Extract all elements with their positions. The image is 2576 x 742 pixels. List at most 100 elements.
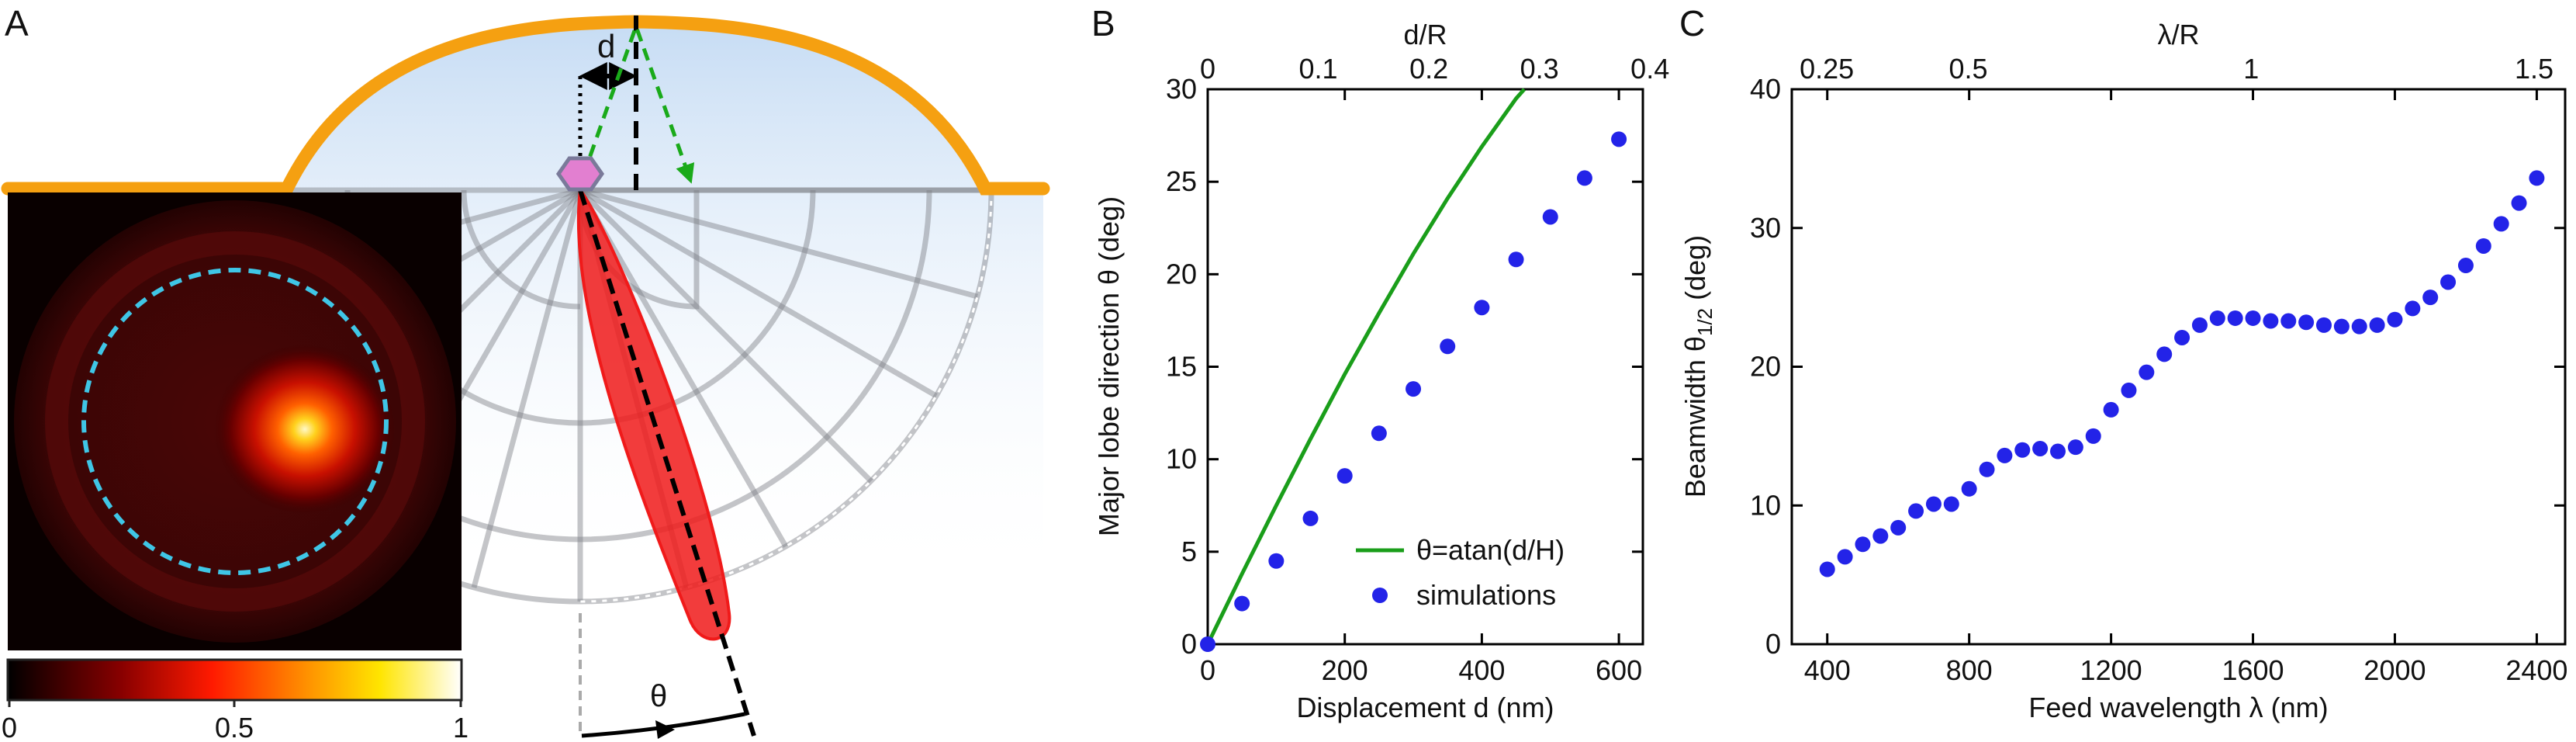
data-point-beamwidth (2121, 382, 2137, 398)
data-point-beamwidth (1819, 561, 1835, 577)
y-tick-label: 5 (1181, 536, 1197, 567)
data-point-simulation (1440, 338, 1456, 355)
data-point-beamwidth (2174, 329, 2190, 345)
emitter-icon (555, 156, 605, 192)
theta-label: θ (650, 679, 667, 713)
x-tick-label: 200 (1322, 654, 1368, 686)
theta-arrowhead (655, 720, 675, 739)
data-point-beamwidth (2067, 439, 2083, 456)
panel-c-chart: C 400 800 1200 1600 2000 2400 0 10 20 30 40 0.25 0.5… (1679, 3, 2567, 723)
colorbar-tick: 0.5 (215, 712, 254, 742)
beam-axis (578, 189, 756, 737)
y-tick-label: 10 (1750, 489, 1781, 521)
top-x-tick-label: 0.1 (1299, 53, 1338, 85)
data-point-beamwidth (1837, 549, 1853, 565)
data-point-beamwidth (1943, 496, 1959, 512)
data-point-beamwidth (2369, 317, 2385, 333)
data-point-beamwidth (2422, 290, 2439, 306)
top-x-axis-label: λ/R (2158, 19, 2200, 50)
data-point-beamwidth (2405, 300, 2421, 317)
top-x-tick-label: 0.3 (1520, 53, 1559, 85)
data-point-beamwidth (2139, 364, 2155, 380)
data-point-beamwidth (1872, 528, 1889, 544)
data-point-simulation (1611, 131, 1627, 147)
data-point-beamwidth (2191, 317, 2208, 333)
x-tick-label: 2400 (2505, 654, 2567, 686)
protractor-ticks (579, 189, 993, 603)
data-point-simulation (1371, 425, 1387, 442)
data-point-simulation (1508, 251, 1524, 268)
colorbar-tick: 0 (2, 712, 17, 742)
y-tick-label: 30 (1166, 73, 1197, 105)
data-point-beamwidth (2457, 258, 2474, 274)
x-tick-label: 1200 (2080, 654, 2142, 686)
data-point-simulation (1234, 595, 1250, 612)
data-point-beamwidth (2440, 274, 2457, 290)
panel-a: A (1, 3, 1050, 742)
data-point-simulation (1576, 170, 1592, 186)
colorbar: 0 0.5 1 (2, 658, 469, 742)
data-point-beamwidth (2050, 443, 2066, 459)
data-point-beamwidth (1855, 536, 1871, 553)
x-tick-label: 800 (1946, 654, 1993, 686)
data-point-beamwidth (1997, 447, 2013, 463)
data-point-beamwidth (1890, 519, 1907, 536)
x-tick-label: 400 (1804, 654, 1851, 686)
data-point-beamwidth (2209, 310, 2225, 326)
panel-b-label: B (1091, 3, 1115, 43)
y-tick-label: 20 (1750, 351, 1781, 383)
data-point-beamwidth (1961, 480, 1977, 497)
data-point-beamwidth (1979, 461, 1995, 477)
data-point-beamwidth (2333, 318, 2350, 335)
data-point-beamwidth (2475, 238, 2491, 254)
data-point-simulation (1474, 300, 1490, 316)
data-point-beamwidth (2227, 310, 2243, 326)
x-tick-label: 400 (1458, 654, 1505, 686)
y-tick-label: 40 (1750, 73, 1781, 105)
top-x-tick-label: 0.5 (1949, 53, 1988, 85)
panel-c-label: C (1679, 3, 1705, 43)
cutoff-ring (81, 268, 389, 575)
top-x-tick-label: 1.5 (2515, 53, 2554, 85)
y-tick-label: 30 (1750, 212, 1781, 244)
y-axis-label-subscript: 1/2 (1693, 308, 1717, 336)
y-tick-label: 25 (1166, 165, 1197, 197)
y-axis-label: Major lobe direction θ (deg) (1093, 196, 1125, 536)
data-point-beamwidth (2014, 442, 2031, 458)
data-point-beamwidth (1908, 503, 1924, 519)
data-point-simulation (1302, 510, 1319, 526)
y-tick-label: 10 (1166, 443, 1197, 475)
top-x-tick-label: 0.2 (1409, 53, 1448, 85)
top-x-axis-label: d/R (1403, 19, 1447, 50)
top-x-tick-label: 0.4 (1630, 53, 1669, 85)
data-point-simulation (1406, 381, 1422, 397)
data-point-beamwidth (2511, 195, 2527, 211)
top-x-tick-label: 0.25 (1800, 53, 1854, 85)
data-point-beamwidth (2298, 314, 2315, 331)
d-label: d (597, 28, 615, 64)
y-tick-label: 15 (1166, 351, 1197, 383)
data-point-simulation (1200, 636, 1215, 652)
data-point-beamwidth (2156, 346, 2173, 362)
top-x-tick-label: 0 (1200, 53, 1215, 85)
x-axis-label: Displacement d (nm) (1296, 692, 1554, 723)
x-tick-label: 600 (1596, 654, 1642, 686)
y-tick-label: 20 (1166, 258, 1197, 290)
y-axis-label-unit: (deg) (1679, 235, 1711, 308)
y-axis-label: Beamwidth θ1/2 (deg) (1679, 235, 1717, 498)
series-line-atan (1205, 88, 1527, 646)
panel-a-label: A (5, 3, 29, 43)
data-point-beamwidth (2032, 440, 2049, 456)
data-point-beamwidth (1925, 496, 1942, 512)
data-point-beamwidth (2387, 311, 2403, 328)
x-tick-label: 1600 (2222, 654, 2284, 686)
y-tick-label: 0 (1765, 628, 1781, 660)
data-point-beamwidth (2316, 317, 2332, 333)
data-point-beamwidth (2280, 313, 2297, 329)
hotspot (213, 344, 396, 515)
x-axis-label: Feed wavelength λ (nm) (2028, 692, 2328, 723)
data-point-simulation (1542, 209, 1558, 225)
y-tick-label: 0 (1181, 628, 1197, 660)
